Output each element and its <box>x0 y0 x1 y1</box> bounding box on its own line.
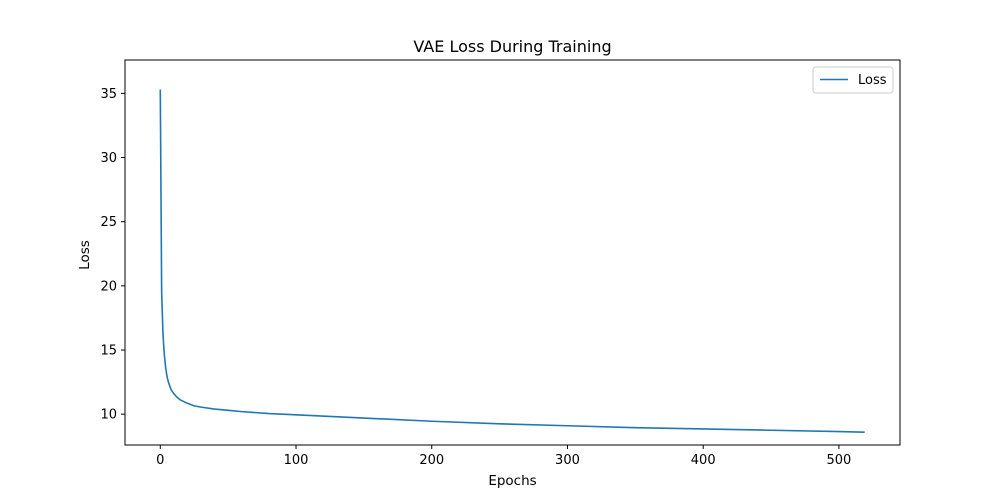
x-axis-title: Epochs <box>488 473 536 489</box>
chart-title: VAE Loss During Training <box>413 37 611 56</box>
x-tick-label: 500 <box>827 453 852 468</box>
x-tick-label: 100 <box>284 453 309 468</box>
y-axis: 10 15 20 25 30 35 <box>100 87 125 423</box>
y-axis-title: Loss <box>77 240 93 270</box>
y-tick-label: 30 <box>100 151 117 166</box>
series-line-loss <box>159 89 865 433</box>
plot-frame <box>124 59 901 446</box>
legend: Loss <box>812 66 894 94</box>
legend-box <box>812 66 894 94</box>
y-tick-label: 20 <box>100 279 117 294</box>
y-tick-label: 15 <box>100 344 117 359</box>
y-tick-label: 10 <box>100 408 117 423</box>
x-tick-label: 200 <box>419 453 444 468</box>
y-tick-label: 35 <box>100 87 117 102</box>
x-tick-label: 300 <box>555 453 580 468</box>
x-tick-label: 0 <box>156 453 164 468</box>
x-tick-label: 400 <box>691 453 716 468</box>
legend-label: Loss <box>858 73 887 88</box>
plot-area <box>159 89 865 433</box>
x-axis: 0 100 200 300 400 500 <box>156 445 851 468</box>
y-tick-label: 25 <box>100 215 117 230</box>
